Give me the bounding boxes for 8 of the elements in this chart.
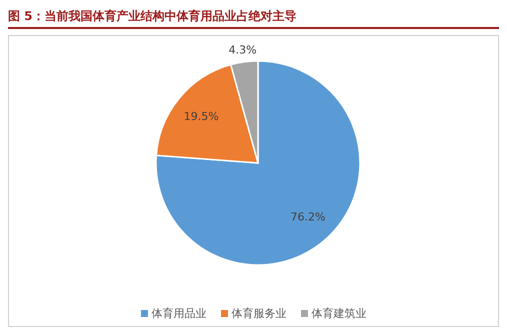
legend-label: 体育建筑业 [312, 306, 366, 321]
chart-title: 图 5：当前我国体育产业结构中体育用品业占绝对主导 [8, 8, 499, 29]
data-label: 76.2% [290, 210, 326, 224]
legend-label: 体育服务业 [232, 306, 286, 321]
legend-label: 体育用品业 [152, 306, 206, 321]
pie-slice [155, 60, 361, 266]
data-label: 19.5% [184, 110, 219, 123]
data-label: 4.3% [228, 44, 257, 57]
